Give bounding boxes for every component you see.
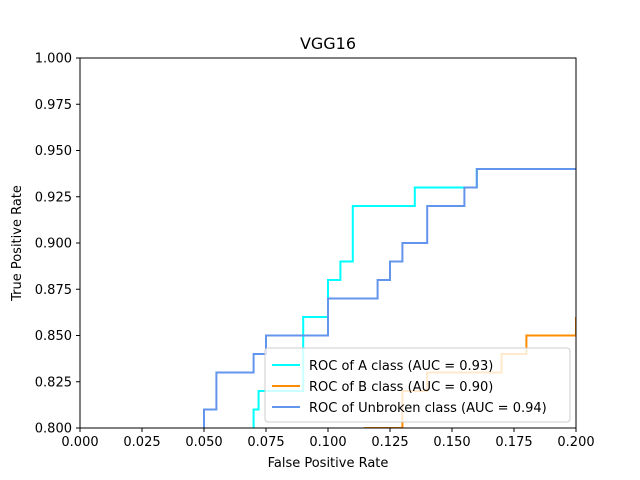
y-tick-label: 0.800 [35,422,72,437]
x-axis: 0.000 0.025 0.050 0.075 0.100 0.125 0.150 0.175… [61,428,595,450]
y-axis: 0.800 0.825 0.850 0.875 0.900 0.925 0.950 0.975… [35,52,80,437]
x-tick-label: 0.025 [123,435,160,450]
roc-line-unbroken-class [203,168,576,428]
x-tick-label: 0.100 [309,435,346,450]
y-tick-label: 0.900 [35,237,72,252]
y-axis-label: True Positive Rate [10,185,25,302]
x-tick-label: 0.175 [495,435,532,450]
x-axis-label: False Positive Rate [268,456,389,471]
chart-title: VGG16 [300,34,356,53]
x-tick-label: 0.000 [61,435,98,450]
legend-label-a-class: ROC of A class (AUC = 0.93) [309,359,493,374]
y-tick-label: 0.850 [35,329,72,344]
x-tick-label: 0.150 [433,435,470,450]
x-tick-label: 0.125 [371,435,408,450]
x-tick-label: 0.050 [185,435,222,450]
x-tick-label: 0.075 [247,435,284,450]
legend-label-unbroken-class: ROC of Unbroken class (AUC = 0.94) [309,401,547,416]
y-tick-label: 1.000 [35,52,72,67]
legend-label-b-class: ROC of B class (AUC = 0.90) [309,380,493,395]
y-tick-label: 0.950 [35,144,72,159]
x-tick-label: 0.200 [557,435,594,450]
y-tick-label: 0.975 [35,98,72,113]
y-tick-label: 0.825 [35,375,72,390]
legend: ROC of A class (AUC = 0.93) ROC of B cla… [264,347,571,423]
legend-box [264,347,571,423]
roc-line-a-class [252,168,576,428]
y-tick-label: 0.875 [35,283,72,298]
y-tick-label: 0.925 [35,190,72,205]
